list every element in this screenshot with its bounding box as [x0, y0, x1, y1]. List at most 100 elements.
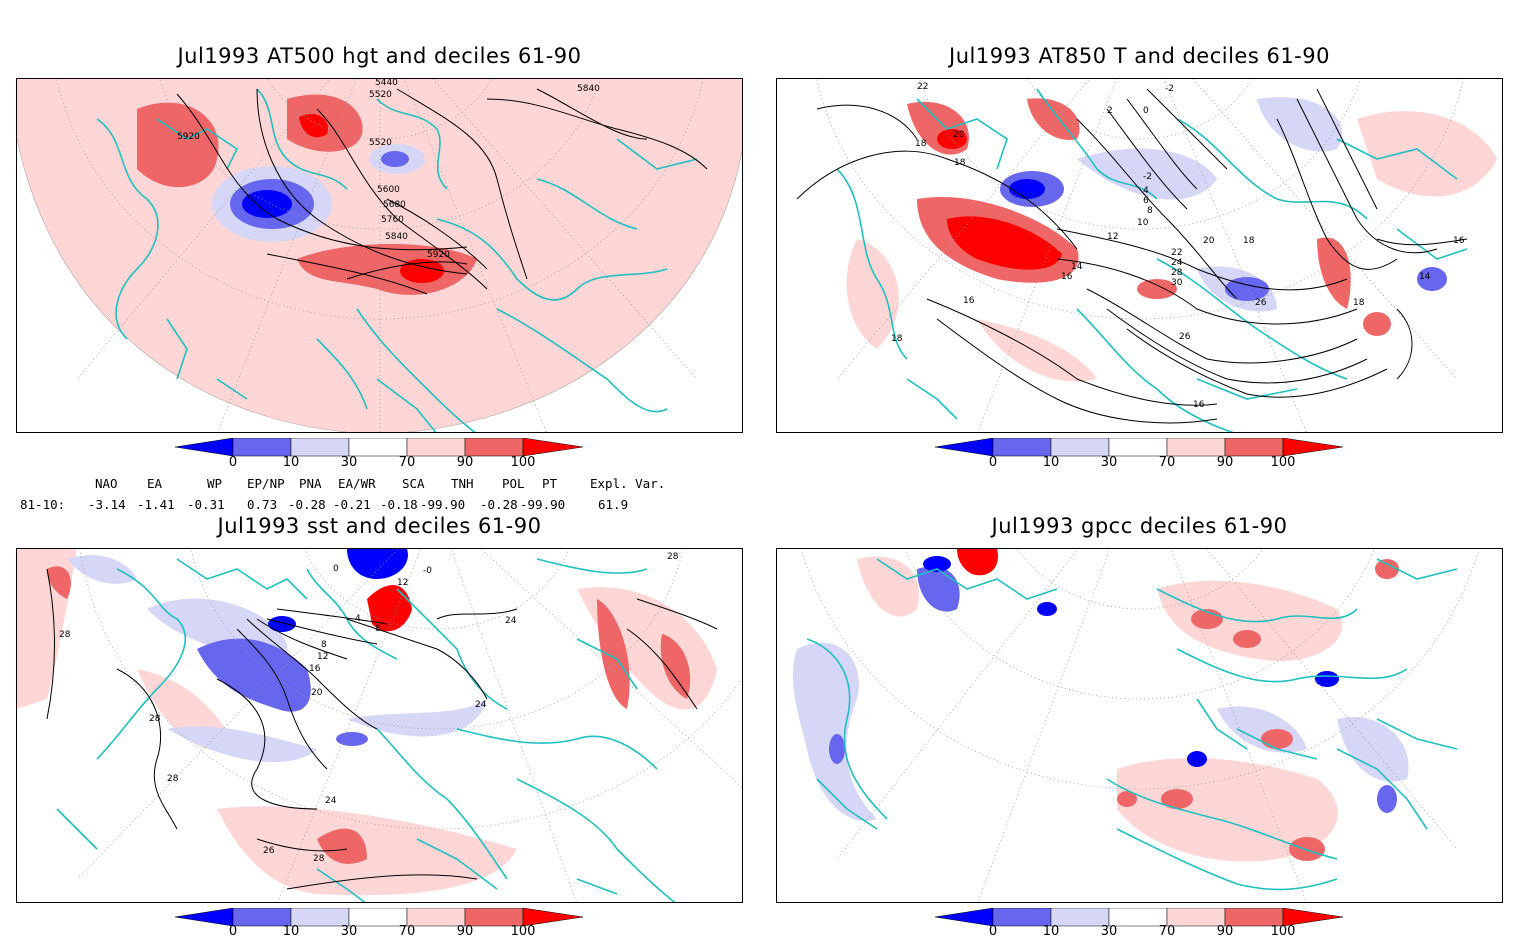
contour-label: 14 — [1419, 272, 1431, 282]
contour-label: 16 — [963, 296, 975, 306]
contour-label: 28 — [167, 774, 179, 784]
colorbar-top-right: 0 10 30 70 90 100 — [934, 437, 1355, 474]
colorbar-segment — [934, 437, 994, 457]
panel-4-map-svg — [777, 549, 1502, 902]
contour-label: 5680 — [383, 200, 406, 210]
colorbar-segment — [1282, 437, 1344, 457]
panel-4-title: Jul1993 gpcc deciles 61-90 — [991, 514, 1288, 538]
contour-label: 18 — [891, 334, 903, 344]
colorbar-segment — [522, 907, 584, 927]
panel-1-map: 5440 5520 5840 5920 5520 5600 5680 5760 … — [16, 78, 743, 433]
contour-label: -2 — [1143, 172, 1152, 182]
index-header: PNA — [299, 476, 322, 491]
contour-label: -0 — [423, 566, 432, 576]
colorbar-tick: 70 — [398, 455, 416, 470]
contour-label: 18 — [954, 158, 966, 168]
colorbar-bottom-right: 0 10 30 70 90 100 — [934, 907, 1355, 944]
strong-positive-anomaly-zone — [1117, 791, 1137, 807]
colorbar-segment — [1108, 437, 1168, 457]
colorbar-segment — [992, 437, 1052, 457]
negative-anomaly-zone — [381, 151, 409, 167]
coastlines — [96, 88, 698, 432]
panel-2-map-svg: 22 20 18 18 -2 0 -2 2 4 6 8 10 12 14 16 … — [777, 79, 1502, 432]
negative-anomaly-zone — [1077, 148, 1217, 200]
contour-label: 4 — [355, 614, 361, 624]
coastlines — [806, 558, 1458, 891]
coastlines — [56, 558, 676, 902]
panel-4-map — [776, 548, 1503, 903]
geopotential-contours — [176, 88, 708, 295]
index-header: WP — [207, 476, 223, 491]
contour-label: 20 — [311, 688, 323, 698]
negative-anomaly-zone — [347, 699, 487, 737]
negative-anomaly-zone — [792, 642, 877, 821]
index-header: Expl. Var. — [590, 476, 666, 491]
colorbar-tick: 90 — [456, 924, 474, 939]
positive-anomaly-zone — [1317, 237, 1351, 309]
colorbar-svg — [934, 907, 1344, 927]
panel-1-title: Jul1993 AT500 hgt and deciles 61-90 — [177, 44, 582, 68]
colorbar-tick: 90 — [1216, 924, 1234, 939]
contour-label: 5440 — [375, 79, 398, 88]
colorbar-tick: 70 — [398, 924, 416, 939]
strong-positive-anomaly-zone — [1375, 559, 1399, 579]
colorbar-segment — [1224, 437, 1284, 457]
strong-negative-anomaly-zone — [1225, 277, 1269, 301]
contour-label: 14 — [1071, 262, 1083, 272]
strong-negative-anomaly-zone — [336, 732, 368, 746]
negative-anomaly-zone — [1257, 97, 1343, 152]
colorbar-segment — [1282, 907, 1344, 927]
colorbar-segment — [934, 907, 994, 927]
contour-label: 8 — [1147, 206, 1153, 216]
colorbar-tick: 10 — [1042, 455, 1060, 470]
colorbar-tick: 30 — [340, 924, 358, 939]
contour-label: 18 — [915, 139, 927, 149]
contour-labels: 28 28 28 28 28 26 24 24 24 20 16 12 8 4 … — [59, 552, 679, 864]
contour-label: 18 — [1353, 298, 1365, 308]
index-header: EA/WR — [338, 476, 376, 491]
index-value: -99.90 — [520, 497, 566, 512]
colorbar-tick: 30 — [340, 455, 358, 470]
negative-anomaly-zone — [67, 555, 137, 584]
colorbar-tick: 0 — [228, 924, 238, 939]
panel-3-map: 28 28 28 28 28 26 24 24 24 20 16 12 8 4 … — [16, 548, 743, 903]
colorbar-top-left: 0 10 30 70 90 100 — [174, 437, 595, 474]
extreme-positive-anomaly-zone — [299, 114, 328, 138]
contour-label: 2 — [1107, 106, 1113, 116]
colorbar-bottom-left: 0 10 30 70 90 100 — [174, 907, 595, 944]
contour-label: 22 — [917, 82, 928, 92]
coastlines — [836, 88, 1468, 432]
positive-anomaly-zone — [1357, 111, 1497, 197]
positive-anomaly-zone — [1137, 279, 1177, 299]
contour-label: 6 — [1143, 196, 1149, 206]
extreme-positive-anomaly-zone — [947, 216, 1062, 270]
contour-label: 16 — [309, 664, 321, 674]
contour-label: 10 — [1137, 218, 1149, 228]
contour-label: 16 — [1061, 272, 1073, 282]
index-header: TNH — [451, 476, 474, 491]
index-value: -0.28 — [288, 497, 326, 512]
colorbar-svg — [174, 907, 584, 927]
index-value: 0.73 — [247, 497, 278, 512]
contour-label: 8 — [375, 624, 381, 634]
contour-label: 20 — [1203, 236, 1215, 246]
contour-label: 12 — [1107, 232, 1118, 242]
colorbar-tick: 10 — [282, 924, 300, 939]
contour-label: 5600 — [377, 185, 400, 195]
sst-contours — [46, 568, 718, 890]
contour-label: 5760 — [381, 215, 404, 225]
colorbar-tick: 0 — [988, 455, 998, 470]
contour-label: 26 — [1255, 298, 1267, 308]
colorbar-tick: 0 — [988, 924, 998, 939]
positive-anomaly-zone — [846, 239, 899, 349]
extreme-negative-anomaly-zone — [268, 616, 296, 632]
positive-anomaly-zone — [137, 102, 219, 188]
extreme-negative-anomaly-zone — [923, 556, 951, 572]
extreme-negative-anomaly-zone — [1187, 751, 1207, 767]
index-value: -0.21 — [333, 497, 371, 512]
contour-labels: 22 20 18 18 -2 0 -2 2 4 6 8 10 12 14 16 … — [891, 82, 1465, 410]
contour-label: 5920 — [427, 250, 450, 260]
colorbar-segment — [406, 437, 466, 457]
hemisphere-boundary — [17, 138, 742, 432]
strong-positive-anomaly-zone — [660, 634, 691, 699]
